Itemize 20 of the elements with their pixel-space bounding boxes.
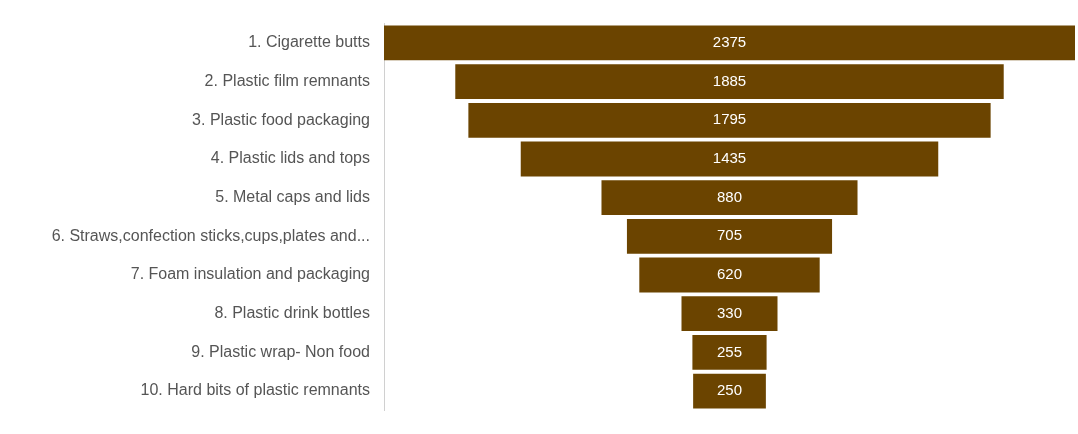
- category-label: 4. Plastic lids and tops: [210, 149, 370, 167]
- category-label: 10. Hard bits of plastic remnants: [140, 381, 370, 399]
- category-label: 7. Foam insulation and packaging: [130, 265, 370, 283]
- data-label: 2375: [712, 33, 747, 51]
- data-label: 250: [716, 381, 743, 399]
- data-label: 705: [716, 226, 743, 244]
- data-label: 255: [716, 342, 743, 360]
- data-label: 1795: [712, 110, 747, 128]
- category-label: 2. Plastic film remnants: [204, 72, 370, 90]
- data-label: 880: [716, 187, 743, 205]
- data-label: 1435: [712, 149, 747, 167]
- data-label: 620: [716, 265, 743, 283]
- category-label: 6. Straws,confection sticks,cups,plates and...: [51, 226, 370, 244]
- category-label: 8. Plastic drink bottles: [214, 304, 370, 322]
- data-label: 330: [716, 303, 743, 321]
- category-label: 1. Cigarette butts: [248, 33, 370, 51]
- category-label: 9. Plastic wrap- Non food: [191, 342, 370, 360]
- category-label: 5. Metal caps and lids: [215, 188, 370, 206]
- data-label: 1885: [712, 71, 747, 89]
- category-label: 3. Plastic food packaging: [192, 110, 370, 128]
